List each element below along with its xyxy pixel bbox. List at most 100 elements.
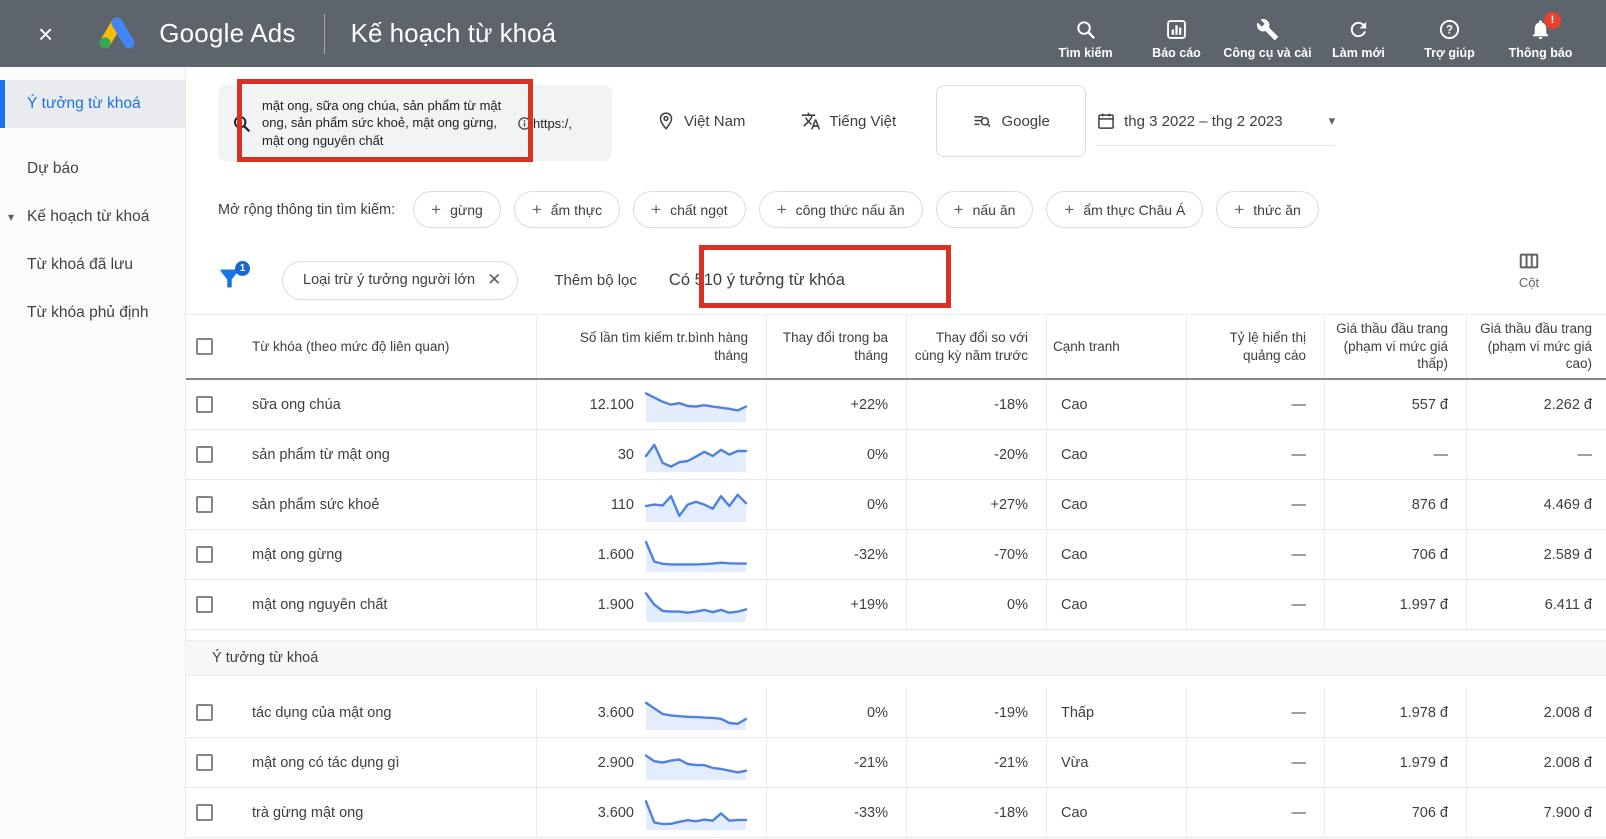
sidebar-item-forecast[interactable]: Dự báo: [0, 145, 185, 193]
trend-sparkline: [644, 799, 748, 830]
keyword-cell: sản phẩm từ mật ong: [252, 446, 390, 463]
search-volume: 2.900: [597, 754, 634, 771]
reports-button[interactable]: Báo cáo: [1131, 7, 1222, 61]
yoy-change: 0%: [906, 580, 1046, 629]
plus-icon: +: [431, 199, 442, 219]
row-checkbox[interactable]: [196, 804, 213, 821]
yoy-change: -18%: [906, 380, 1046, 429]
refine-chip[interactable]: + gừng: [413, 191, 501, 228]
impression-share-cell: —: [1186, 480, 1324, 529]
date-range-selector[interactable]: thg 3 2022 – thg 2 2023 ▾: [1096, 111, 1336, 146]
remove-filter-icon[interactable]: ✕: [487, 270, 502, 289]
header-competition[interactable]: Cạnh tranh: [1046, 315, 1186, 378]
active-filter-chip[interactable]: Loại trừ ý tưởng người lớn ✕: [282, 260, 519, 300]
language-label: Tiếng Việt: [829, 112, 897, 130]
row-checkbox[interactable]: [196, 754, 213, 771]
table-row: trà gừng mật ong 3.600 -33% -18% Cao — 7…: [186, 788, 1606, 838]
plus-icon: +: [1234, 199, 1245, 219]
sidebar: Ý tưởng từ khoá Dự báo ▾ Kế hoạch từ kho…: [0, 67, 186, 839]
yoy-change: -20%: [906, 430, 1046, 479]
three-month-change: -21%: [766, 738, 906, 787]
sidebar-item-negative-keywords[interactable]: Từ khóa phủ định: [0, 289, 185, 337]
refine-chip[interactable]: + thức ăn: [1216, 191, 1319, 228]
header-bid-high[interactable]: Giá thầu đầu trang (phạm vi mức giá cao): [1466, 315, 1606, 378]
columns-icon: [1519, 253, 1539, 269]
filter-button[interactable]: 1: [216, 261, 250, 295]
header-impression-share[interactable]: Tỷ lệ hiển thị quảng cáo: [1186, 315, 1324, 378]
bid-low-cell: —: [1324, 430, 1466, 479]
keyword-ideas-group: tác dụng của mật ong 3.600 0% -19% Thấp …: [186, 688, 1606, 838]
add-filter-button[interactable]: Thêm bộ lọc: [554, 271, 637, 289]
header-3month-change[interactable]: Thay đổi trong ba tháng: [766, 315, 906, 378]
table-header-row: Từ khóa (theo mức độ liên quan) Số lần t…: [186, 314, 1606, 380]
tools-button[interactable]: Công cụ và cài: [1222, 7, 1313, 61]
chevron-down-icon: ▾: [8, 210, 15, 224]
search-icon: [233, 115, 251, 132]
section-label: Ý tưởng từ khoá: [212, 650, 319, 666]
sidebar-item-saved-keywords[interactable]: Từ khoá đã lưu: [0, 241, 185, 289]
refine-chip-label: ẩm thực: [550, 201, 603, 218]
action-label: Công cụ và cài: [1223, 45, 1312, 60]
sidebar-item-keyword-plan[interactable]: ▾ Kế hoạch từ khoá: [0, 193, 185, 241]
impression-share-cell: —: [1186, 580, 1324, 629]
plus-icon: +: [953, 199, 964, 219]
sidebar-item-label: Từ khóa phủ định: [27, 304, 149, 321]
refine-chip[interactable]: + nấu ăn: [935, 191, 1034, 228]
sidebar-item-keyword-ideas[interactable]: Ý tưởng từ khoá: [0, 80, 185, 128]
refine-chip-label: gừng: [450, 201, 483, 218]
calendar-icon: [1098, 113, 1114, 129]
filter-chip-label: Loại trừ ý tưởng người lớn: [303, 272, 476, 288]
competition-cell: Cao: [1046, 480, 1186, 529]
bid-high-cell: 2.008 đ: [1466, 688, 1606, 737]
network-selector[interactable]: Google: [936, 85, 1087, 157]
header-bid-low[interactable]: Giá thầu đầu trang (phạm vi mức giá thấp…: [1324, 315, 1466, 378]
volume-cell: 1.600: [536, 530, 766, 579]
location-selector[interactable]: Việt Nam: [656, 111, 745, 131]
header-yoy-change[interactable]: Thay đổi so với cùng kỳ năm trước: [906, 315, 1046, 378]
yoy-change: -21%: [906, 738, 1046, 787]
keyword-list-text: mật ong, sữa ong chúa, sản phẩm từ mật o…: [262, 97, 502, 148]
help-button[interactable]: ? Trợ giúp: [1404, 7, 1495, 61]
keyword-search-input[interactable]: mật ong, sữa ong chúa, sản phẩm từ mật o…: [218, 85, 612, 161]
impression-share-cell: —: [1186, 788, 1324, 837]
volume-cell: 110: [536, 480, 766, 529]
search-volume: 1.900: [597, 596, 634, 613]
bid-high-cell: 2.008 đ: [1466, 738, 1606, 787]
refine-chip[interactable]: + chất ngọt: [633, 191, 746, 228]
topbar-divider: [323, 13, 325, 54]
notifications-button[interactable]: ! Thông báo: [1495, 7, 1586, 61]
volume-cell: 1.900: [536, 580, 766, 629]
search-icon: [1077, 20, 1095, 39]
three-month-change: -32%: [766, 530, 906, 579]
bid-low-cell: 876 đ: [1324, 480, 1466, 529]
row-checkbox[interactable]: [196, 496, 213, 513]
close-icon[interactable]: ×: [38, 18, 54, 49]
trend-sparkline: [644, 591, 748, 622]
row-checkbox[interactable]: [196, 704, 213, 721]
language-selector[interactable]: Tiếng Việt: [801, 111, 896, 131]
search-volume: 110: [610, 496, 634, 513]
row-checkbox[interactable]: [196, 596, 213, 613]
refine-chip[interactable]: + công thức nấu ăn: [758, 191, 923, 228]
competition-cell: Thấp: [1046, 688, 1186, 737]
refresh-button[interactable]: Làm mới: [1313, 7, 1404, 61]
url-hint-text: https:/,: [533, 115, 573, 131]
keyword-cell: sản phẩm sức khoẻ: [252, 496, 380, 513]
three-month-change: 0%: [766, 688, 906, 737]
row-checkbox[interactable]: [196, 446, 213, 463]
search-button[interactable]: Tìm kiếm: [1040, 7, 1131, 61]
search-network-icon: [974, 116, 991, 127]
select-all-checkbox[interactable]: [196, 338, 213, 355]
header-avg-searches[interactable]: Số lần tìm kiếm tr.bình hàng tháng: [536, 315, 766, 378]
row-checkbox[interactable]: [196, 396, 213, 413]
tools-icon: [1256, 18, 1279, 40]
trend-sparkline: [644, 443, 748, 472]
three-month-change: 0%: [766, 480, 906, 529]
refine-chip[interactable]: + ẩm thực: [513, 191, 621, 228]
columns-button[interactable]: Cột: [1518, 250, 1540, 290]
header-keyword[interactable]: Từ khóa (theo mức độ liên quan): [252, 338, 450, 354]
row-checkbox[interactable]: [196, 546, 213, 563]
columns-label: Cột: [1518, 275, 1540, 290]
bid-low-cell: 1.997 đ: [1324, 580, 1466, 629]
refine-chip[interactable]: + ẩm thực Châu Á: [1046, 191, 1204, 228]
